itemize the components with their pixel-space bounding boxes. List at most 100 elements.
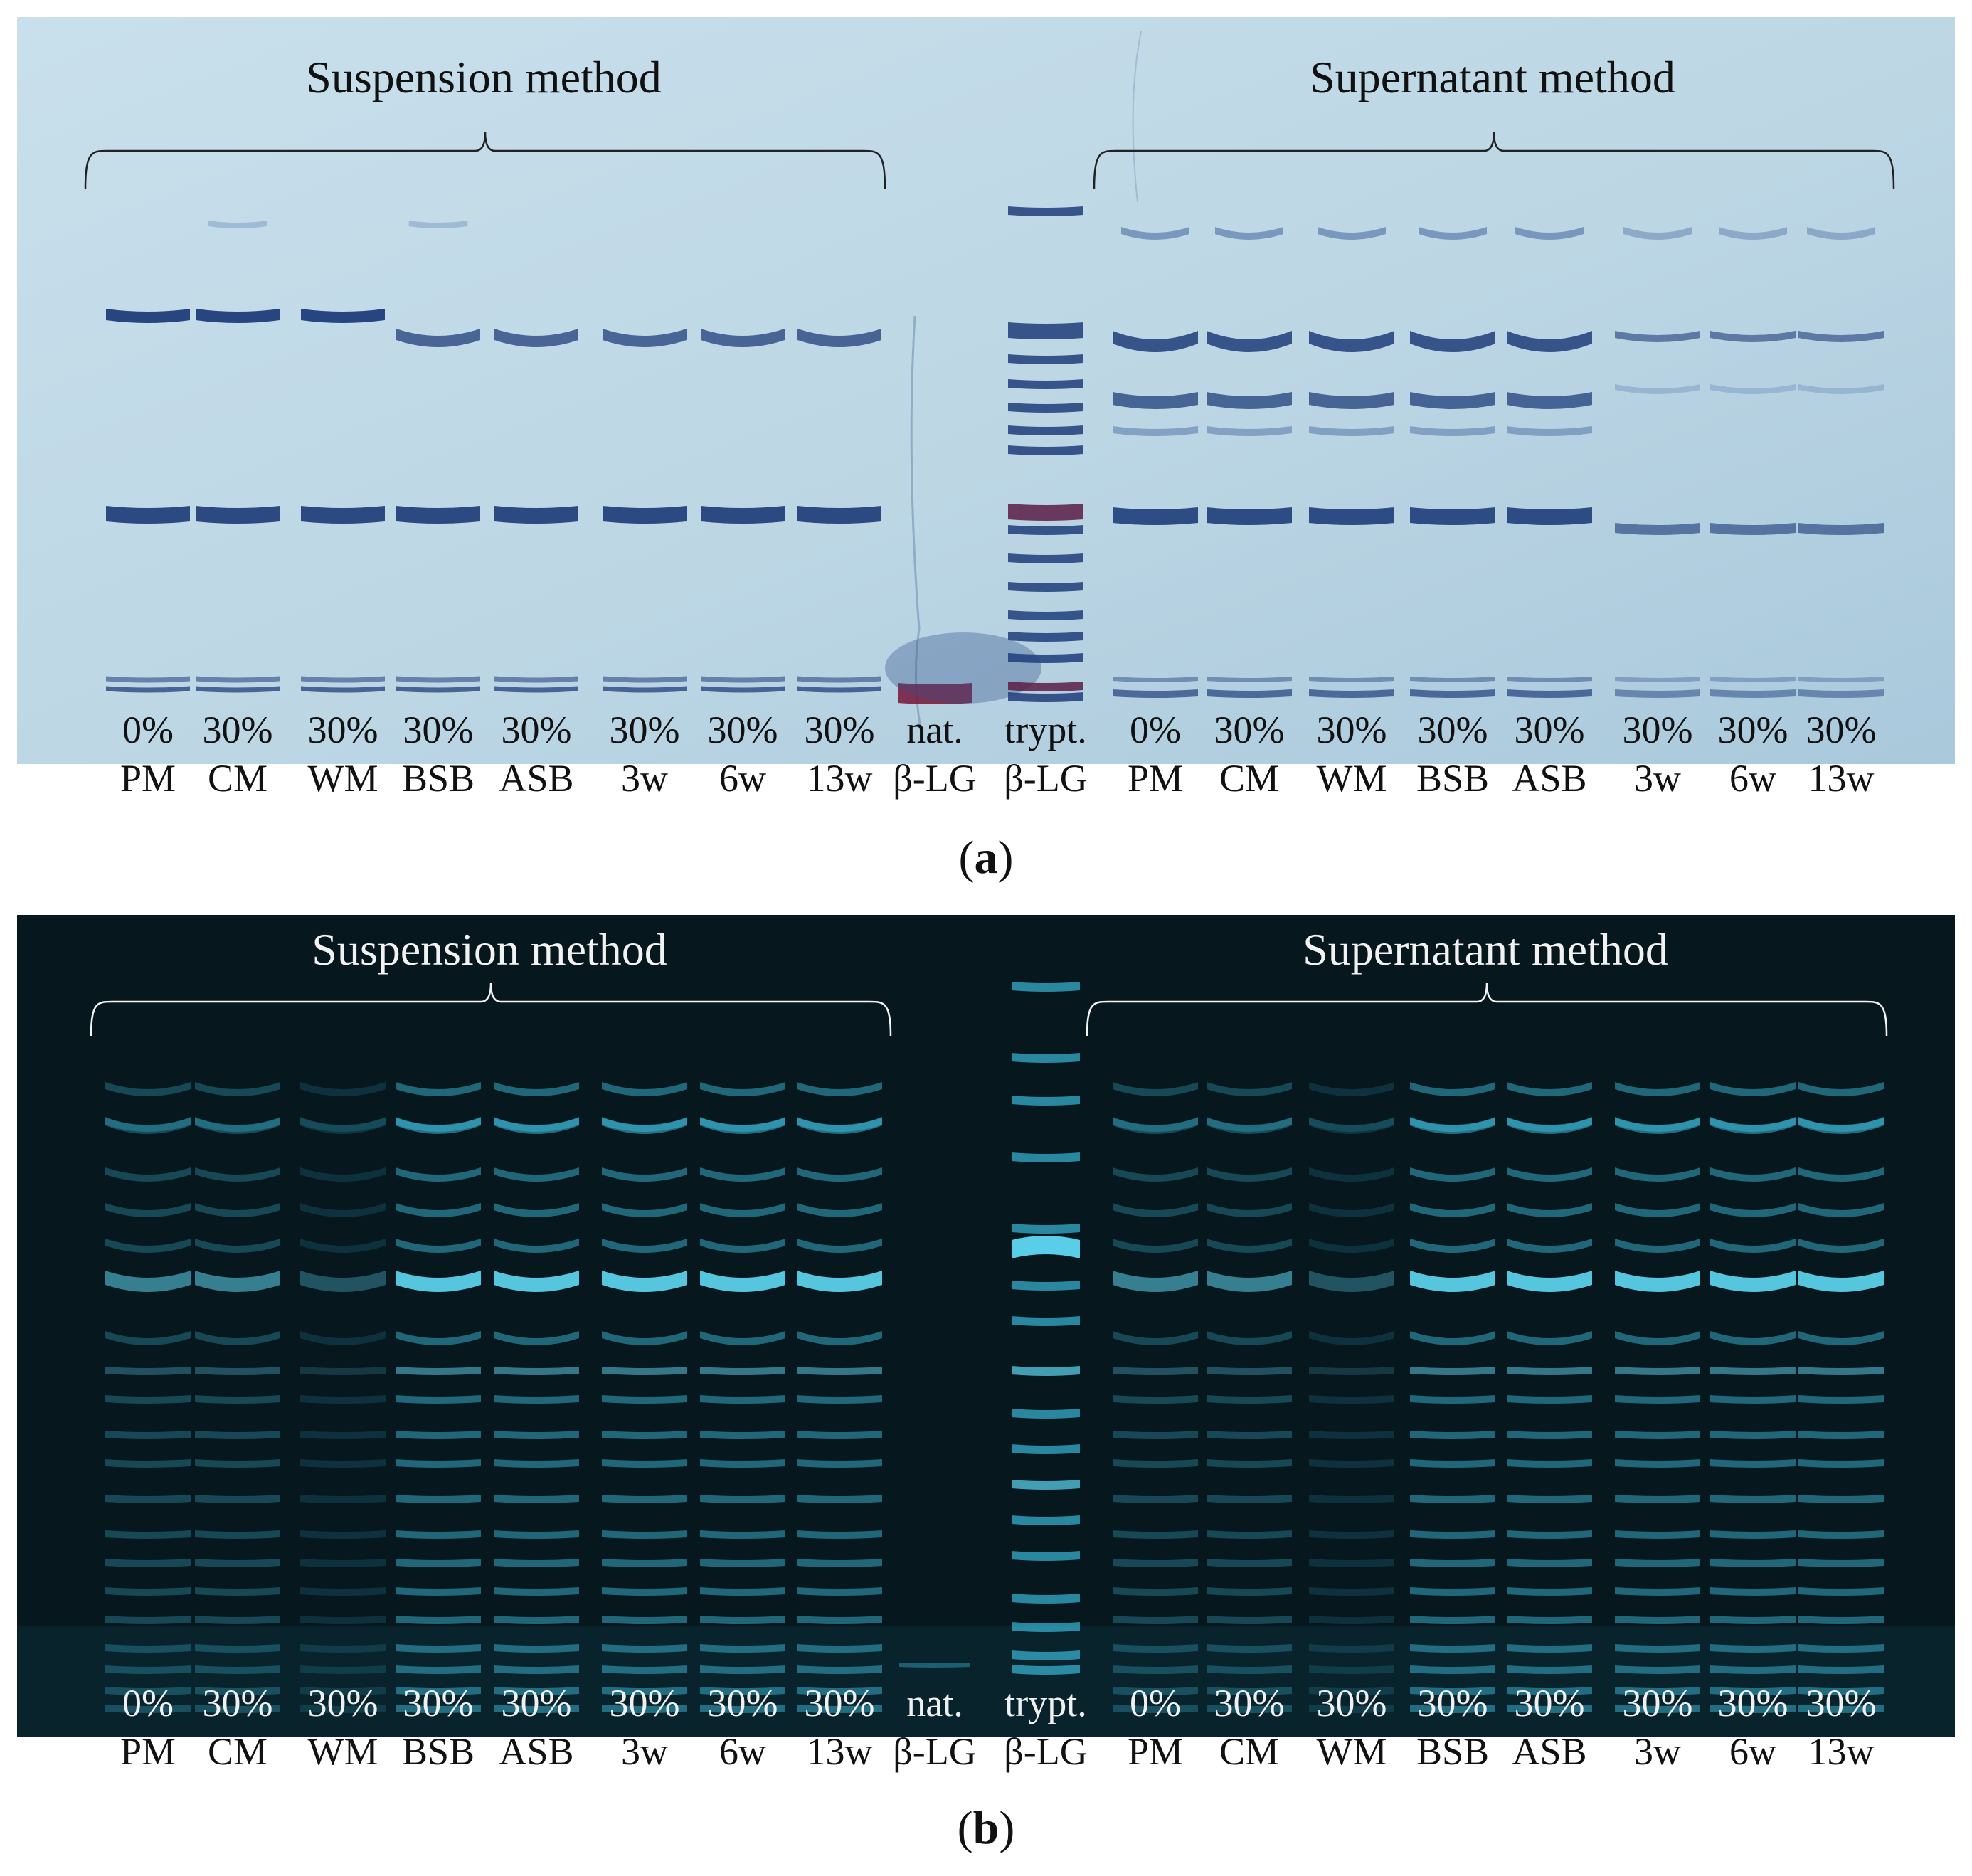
gel-band: [1798, 1395, 1884, 1404]
gel-band: [195, 1239, 280, 1253]
lane-label-sample: ASB: [499, 1730, 574, 1773]
gel-band: [1615, 677, 1700, 682]
gel-band: [1410, 1687, 1495, 1695]
gel-band: [1798, 1587, 1884, 1596]
gel-band: [105, 1587, 191, 1596]
gel-band: [396, 1459, 481, 1468]
gel-band: [1113, 1167, 1198, 1182]
gel-band: [396, 1665, 481, 1674]
lane-label-sample: PM: [1127, 1730, 1184, 1773]
gel-band: [1113, 1644, 1198, 1653]
lane-label-sample: β-LG: [1004, 757, 1088, 800]
lane-label-sample: 13w: [806, 757, 873, 800]
lane-label: 30% CM: [177, 1679, 298, 1776]
gel-band: [797, 1530, 882, 1539]
gel-band: [396, 1687, 481, 1695]
panel-caption-b: (b): [957, 1802, 1015, 1854]
gel-band: [105, 1331, 191, 1345]
gel-band: [700, 1559, 785, 1567]
lane-label-sample: 13w: [806, 1730, 873, 1773]
gel-band: [1309, 1167, 1394, 1182]
gel-band: [1309, 426, 1394, 436]
gel-band: [1113, 1616, 1198, 1624]
gel-band: [1615, 384, 1700, 394]
lane-label: 30% ASB: [476, 1679, 597, 1776]
gel-band: [797, 506, 881, 524]
supernatant-brace: [1086, 982, 1888, 1037]
gel-band: [105, 1431, 191, 1439]
gel-band: [1710, 1118, 1796, 1132]
gel-band: [797, 1644, 882, 1653]
lane-label-treatment: nat.: [906, 1682, 963, 1724]
gel-band: [1410, 1644, 1495, 1653]
gel-band: [700, 1118, 785, 1132]
lane-label: 30% 6w: [1692, 1679, 1813, 1776]
gel-band: [1012, 1515, 1080, 1525]
gel-band: [300, 1687, 386, 1695]
lane-label-treatment: 30%: [1514, 709, 1585, 751]
gel-band: [105, 1082, 191, 1096]
lane-label: 30% WM: [282, 706, 403, 802]
gel-band: [1207, 1118, 1292, 1132]
gel-band: [1615, 1118, 1700, 1132]
gel-band: [797, 1665, 882, 1674]
suspension-brace: [84, 132, 886, 190]
gel-band: [1410, 1665, 1495, 1674]
gel-band: [494, 1459, 579, 1468]
gel-band: [1012, 1665, 1080, 1675]
gel-band: [301, 309, 385, 323]
gel-band: [1113, 1203, 1198, 1217]
lane-label: 30% ASB: [1489, 706, 1610, 802]
gel-band: [602, 1331, 687, 1345]
gel-band: [1410, 1271, 1495, 1292]
gel-band: [494, 686, 578, 693]
gel-band: [1615, 1203, 1700, 1217]
gel-band: [1615, 331, 1700, 342]
lane-label: 30% CM: [177, 706, 298, 802]
gel-band: [1207, 507, 1292, 525]
gel-band: [396, 1530, 481, 1539]
gel-band: [1012, 1551, 1080, 1561]
gel-band: [106, 309, 190, 323]
lane-label-sample: WM: [1316, 1730, 1387, 1773]
gel-band: [700, 1616, 785, 1624]
gel-band: [1710, 1082, 1796, 1096]
gel-band: [1410, 1367, 1495, 1375]
gel-band: [300, 1705, 386, 1713]
gel-band: [1309, 1271, 1394, 1292]
panel-caption-a: (a): [958, 832, 1014, 884]
lane-label-sample: 6w: [719, 757, 766, 800]
lane-label-sample: BSB: [401, 757, 475, 800]
gel-band: [1710, 1665, 1796, 1674]
gel-band: [1309, 1367, 1394, 1375]
gel-band: [396, 1431, 481, 1439]
gel-band: [300, 1118, 386, 1132]
lane-label-sample: ASB: [1512, 757, 1587, 800]
lane-label-sample: β-LG: [1004, 1730, 1088, 1773]
gel-band: [1507, 1559, 1592, 1567]
gel-band: [494, 1644, 579, 1653]
gel-stain-smear: [885, 632, 1041, 704]
gel-band: [1710, 1644, 1796, 1653]
gel-band: [1113, 1082, 1198, 1096]
gel-band: [195, 1395, 280, 1404]
gel-band: [195, 1118, 280, 1132]
gel-band: [1419, 227, 1487, 240]
gel-band: [1207, 1271, 1292, 1292]
gel-band: [494, 1431, 579, 1439]
gel-band: [1615, 1331, 1700, 1345]
gel-band: [396, 1167, 481, 1182]
gel-band: [1008, 445, 1083, 455]
gel-band: [1012, 982, 1080, 992]
gel-band: [1615, 1644, 1700, 1653]
gel-band: [603, 506, 687, 524]
gel-band: [106, 676, 190, 683]
gel-band: [195, 1459, 280, 1468]
gel-band: [1507, 1118, 1592, 1132]
gel-band: [797, 1239, 882, 1253]
gel-band: [797, 1459, 882, 1468]
gel-band: [1207, 1367, 1292, 1375]
gel-band: [1798, 1331, 1884, 1345]
gel-band: [300, 1665, 386, 1674]
gel-band: [300, 1331, 386, 1345]
